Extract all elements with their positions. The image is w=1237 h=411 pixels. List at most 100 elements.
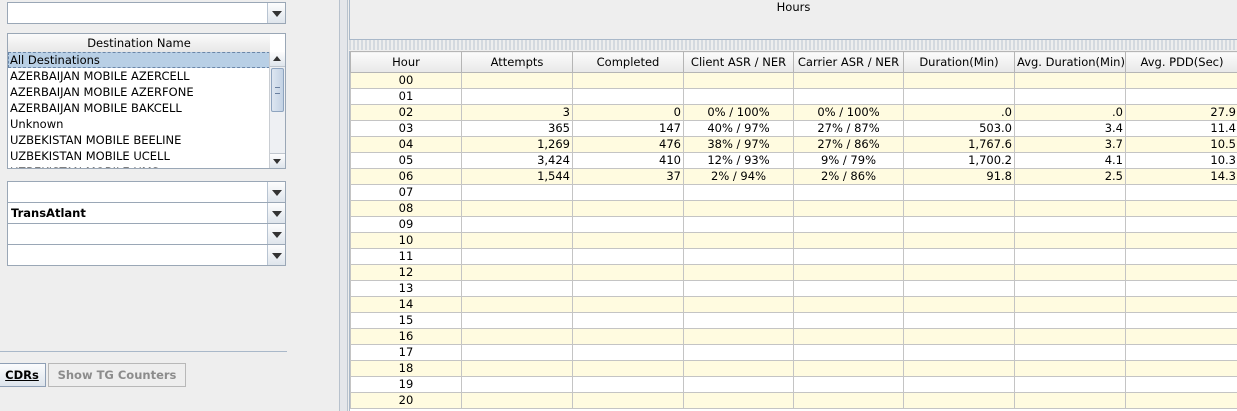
cdrs-button[interactable]: CDRs — [0, 363, 46, 387]
table-cell — [572, 376, 684, 393]
table-row[interactable]: 14 — [350, 296, 1237, 313]
table-cell — [903, 72, 1015, 89]
column-header[interactable]: Avg. PDD(Sec) — [1125, 51, 1237, 73]
table-cell — [903, 184, 1015, 201]
table-cell — [461, 184, 573, 201]
destination-item[interactable]: All Destinations — [8, 52, 270, 68]
table-cell: 147 — [572, 120, 684, 137]
table-row[interactable]: 19 — [350, 376, 1237, 393]
table-cell — [461, 264, 573, 281]
destination-scrollbar[interactable] — [269, 52, 285, 168]
scroll-thumb[interactable] — [271, 68, 284, 112]
table-row[interactable]: 15 — [350, 312, 1237, 329]
table-cell — [572, 248, 684, 265]
show-tg-counters-button[interactable]: Show TG Counters — [48, 363, 186, 387]
table-cell: 10.3 — [1125, 152, 1237, 169]
table-cell — [1125, 328, 1237, 345]
table-cell — [903, 232, 1015, 249]
horizontal-splitter[interactable] — [349, 40, 1237, 50]
table-cell — [572, 312, 684, 329]
carrier-combo[interactable]: TransAtlant — [7, 202, 286, 224]
carrier-combo-value: TransAtlant — [11, 206, 86, 220]
table-cell — [1125, 248, 1237, 265]
column-header[interactable]: Avg. Duration(Min) — [1014, 51, 1126, 73]
table-cell: 1,544 — [461, 168, 573, 185]
destination-item[interactable]: Unknown — [10, 117, 64, 131]
table-row[interactable]: 01 — [350, 88, 1237, 105]
table-cell: 19 — [350, 376, 462, 393]
table-cell: 1,269 — [461, 136, 573, 153]
table-row[interactable]: 05 3,424 410 12% / 93% 9% / 79% 1,700.2 4.1 10.… — [350, 152, 1237, 169]
scroll-up-icon[interactable] — [270, 52, 285, 67]
table-row[interactable]: 03 365 147 40% / 97% 27% / 87% 503.0 3.4 11.4 — [350, 120, 1237, 137]
table-cell — [1125, 88, 1237, 105]
combo-3[interactable] — [7, 223, 286, 245]
top-combo[interactable] — [7, 2, 286, 24]
chevron-down-icon[interactable] — [267, 224, 285, 244]
table-cell: 410 — [572, 152, 684, 169]
column-header[interactable]: Client ASR / NER — [683, 51, 794, 73]
destination-item[interactable]: AZERBAIJAN MOBILE AZERCELL — [10, 69, 190, 83]
table-cell: 476 — [572, 136, 684, 153]
destination-item[interactable]: UZBEKISTAN MOBILE UCELL — [10, 149, 170, 163]
destination-item[interactable]: AZERBAIJAN MOBILE AZERFONE — [10, 85, 194, 99]
destination-item[interactable]: UZBEKISTAN MOBILE BEELINE — [10, 133, 182, 147]
table-row[interactable]: 17 — [350, 344, 1237, 361]
table-cell — [793, 344, 904, 361]
table-cell — [1125, 216, 1237, 233]
table-cell: .0 — [903, 104, 1015, 121]
table-row[interactable]: 10 — [350, 232, 1237, 249]
table-cell — [461, 232, 573, 249]
table-cell: 1,700.2 — [903, 152, 1015, 169]
destination-list[interactable]: Destination Name All Destinations AZERBAI… — [7, 33, 286, 169]
chevron-down-icon[interactable] — [267, 182, 285, 202]
table-cell — [572, 280, 684, 297]
table-cell: 12% / 93% — [683, 152, 794, 169]
table-cell — [1014, 264, 1126, 281]
table-cell: 27% / 86% — [793, 136, 904, 153]
table-cell — [903, 248, 1015, 265]
table-row[interactable]: 11 — [350, 248, 1237, 265]
column-header[interactable]: Duration(Min) — [903, 51, 1015, 73]
table-row[interactable]: 00 — [350, 72, 1237, 89]
table-cell — [572, 360, 684, 377]
table-cell — [903, 360, 1015, 377]
column-header[interactable]: Attempts — [461, 51, 573, 73]
table-cell — [793, 184, 904, 201]
table-row[interactable]: 13 — [350, 280, 1237, 297]
table-cell: 3,424 — [461, 152, 573, 169]
combo-4[interactable] — [7, 244, 286, 266]
chevron-down-icon[interactable] — [267, 245, 285, 265]
table-cell — [793, 360, 904, 377]
table-row[interactable]: 04 1,269 476 38% / 97% 27% / 86% 1,767.6 3.7 10… — [350, 136, 1237, 153]
table-cell — [683, 216, 794, 233]
table-row[interactable]: 16 — [350, 328, 1237, 345]
table-row[interactable]: 06 1,544 37 2% / 94% 2% / 86% 91.8 2.5 14.3 — [350, 168, 1237, 185]
column-header[interactable]: Carrier ASR / NER — [793, 51, 904, 73]
table-cell — [1125, 264, 1237, 281]
scroll-down-icon[interactable] — [270, 153, 285, 168]
vertical-splitter[interactable] — [339, 0, 348, 411]
combo-1[interactable] — [7, 181, 286, 203]
chevron-down-icon[interactable] — [267, 203, 285, 223]
table-cell — [903, 280, 1015, 297]
table-cell — [683, 264, 794, 281]
table-row[interactable]: 18 — [350, 360, 1237, 377]
show-tg-counters-label: Show TG Counters — [57, 368, 177, 382]
table-row[interactable]: 07 — [350, 184, 1237, 201]
table-row[interactable]: 12 — [350, 264, 1237, 281]
destination-item[interactable]: UZBEKISTAN MOBILE UMS — [8, 164, 270, 168]
table-cell: .0 — [1014, 104, 1126, 121]
table-row[interactable]: 20 — [350, 392, 1237, 409]
table-row[interactable]: 02 3 0 0% / 100% 0% / 100% .0.0 27.9 — [350, 104, 1237, 121]
table-cell — [1014, 392, 1126, 409]
column-header[interactable]: Hour — [350, 51, 462, 73]
destination-item[interactable]: AZERBAIJAN MOBILE BAKCELL — [10, 101, 182, 115]
table-cell — [683, 280, 794, 297]
column-header[interactable]: Completed — [572, 51, 684, 73]
table-cell: 9% / 79% — [793, 152, 904, 169]
table-row[interactable]: 08 — [350, 200, 1237, 217]
left-separator — [0, 351, 287, 352]
chevron-down-icon[interactable] — [267, 3, 285, 23]
table-row[interactable]: 09 — [350, 216, 1237, 233]
